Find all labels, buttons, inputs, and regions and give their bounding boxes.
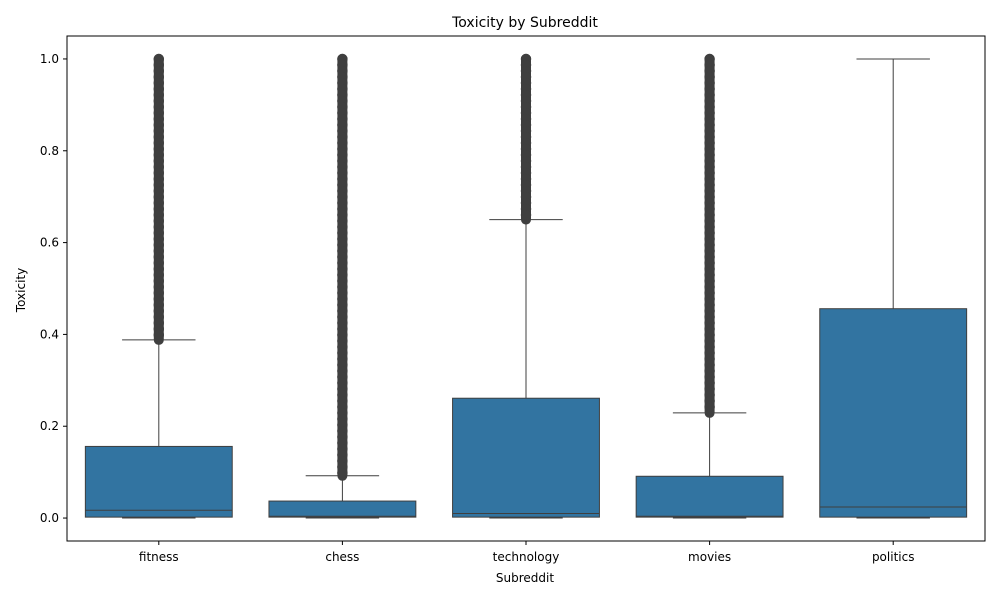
x-axis-label: Subreddit bbox=[496, 571, 554, 585]
x-tick-label: fitness bbox=[139, 550, 179, 564]
y-tick-label: 0.4 bbox=[40, 327, 59, 341]
box-politics: politics bbox=[819, 58, 968, 564]
outlier-point bbox=[520, 209, 532, 221]
outlier-point bbox=[704, 401, 715, 413]
box-iqr bbox=[84, 445, 233, 518]
outlier-point bbox=[337, 467, 348, 479]
chart-title: Toxicity by Subreddit bbox=[451, 15, 598, 31]
box-iqr bbox=[268, 500, 417, 518]
box-iqr bbox=[452, 397, 600, 518]
x-tick-label: technology bbox=[493, 550, 560, 564]
outliers bbox=[704, 53, 715, 418]
plot-area: 0.0 0.2 0.4 0.6 0.8 1.0 fitness chess technology… bbox=[40, 35, 986, 564]
box-iqr bbox=[819, 308, 968, 518]
y-tick-label: 0.0 bbox=[40, 511, 59, 525]
outliers bbox=[520, 53, 532, 225]
x-tick-label: politics bbox=[872, 550, 915, 564]
x-tick-label: chess bbox=[325, 550, 359, 564]
outliers bbox=[337, 53, 348, 481]
y-tick-label: 0.6 bbox=[40, 236, 59, 250]
x-tick-label: movies bbox=[688, 550, 731, 564]
box-iqr bbox=[635, 475, 784, 518]
y-tick-label: 1.0 bbox=[40, 52, 59, 66]
y-axis-label: Toxicity bbox=[14, 268, 28, 313]
box-technology: technology bbox=[452, 53, 600, 564]
y-tick-label: 0.8 bbox=[40, 144, 59, 158]
box-fitness: fitness bbox=[84, 53, 233, 564]
box-movies: movies bbox=[635, 53, 784, 564]
outliers bbox=[153, 53, 165, 345]
box-chess: chess bbox=[268, 53, 417, 564]
outlier-point bbox=[153, 329, 165, 341]
y-tick-label: 0.2 bbox=[40, 419, 59, 433]
